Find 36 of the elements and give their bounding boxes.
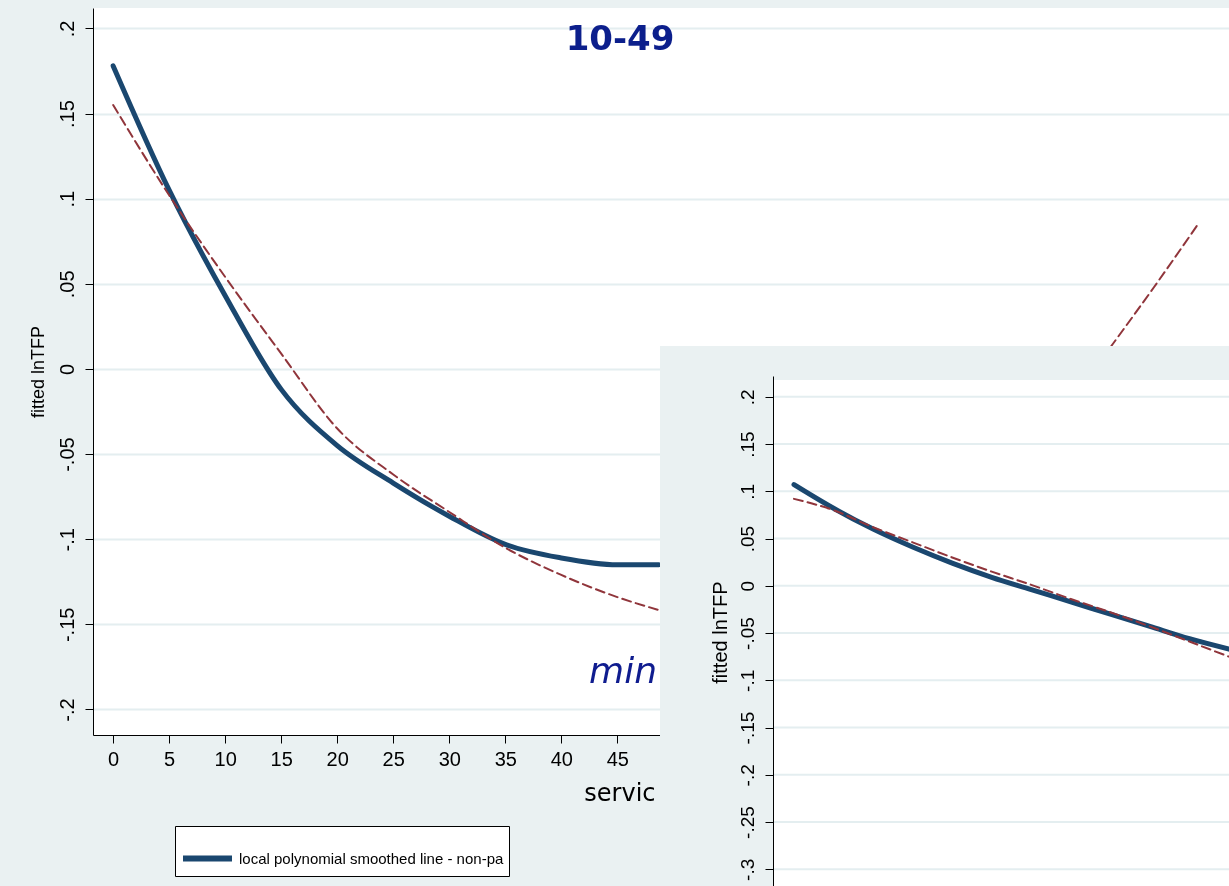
y-tick-label: -.15 [736,711,758,745]
x-tick-label: 25 [382,747,405,770]
y-tick-label: 0 [55,363,78,376]
x-tick-label: 10 [214,747,237,770]
y-tick-label: .1 [736,483,758,500]
legend-label: local polynomial smoothed line - non-pa [239,849,504,867]
y-tick-label: .2 [736,389,758,406]
x-tick-label: 20 [326,747,349,770]
y-tick-label: .05 [55,270,78,299]
y-tick-label: -.05 [55,437,78,472]
y-tick-label: -.2 [736,764,758,787]
annotation: min [589,650,657,691]
y-tick-label: -.1 [736,669,758,692]
x-tick-label: 5 [164,747,176,770]
y-tick-label: .2 [55,20,78,38]
x-axis-title: servic [584,778,656,807]
y-tick-label: -.1 [55,528,78,552]
chart-title: 10-49 [565,18,675,58]
x-tick-label: 45 [606,747,629,770]
x-tick-label: 0 [108,747,120,770]
x-tick-label: 30 [438,747,461,770]
y-tick-label: .1 [55,190,78,208]
x-tick-label: 35 [494,747,517,770]
y-tick-label: .05 [736,525,758,553]
y-tick-label: .15 [55,100,78,128]
y-tick-label: -.05 [736,617,758,650]
x-tick-label: 40 [550,747,573,770]
y-tick-label: -.2 [55,698,78,722]
y-tick-label: -.3 [736,858,758,881]
x-tick-label: 15 [270,747,293,770]
y-tick-label: 0 [736,581,758,592]
y-tick-label: .15 [736,431,758,458]
y-axis-title: fitted lnTFP [708,581,731,684]
y-axis-title: fitted lnTFP [27,325,48,419]
y-tick-label: -.15 [55,607,78,643]
y-tick-label: -.25 [736,806,758,839]
